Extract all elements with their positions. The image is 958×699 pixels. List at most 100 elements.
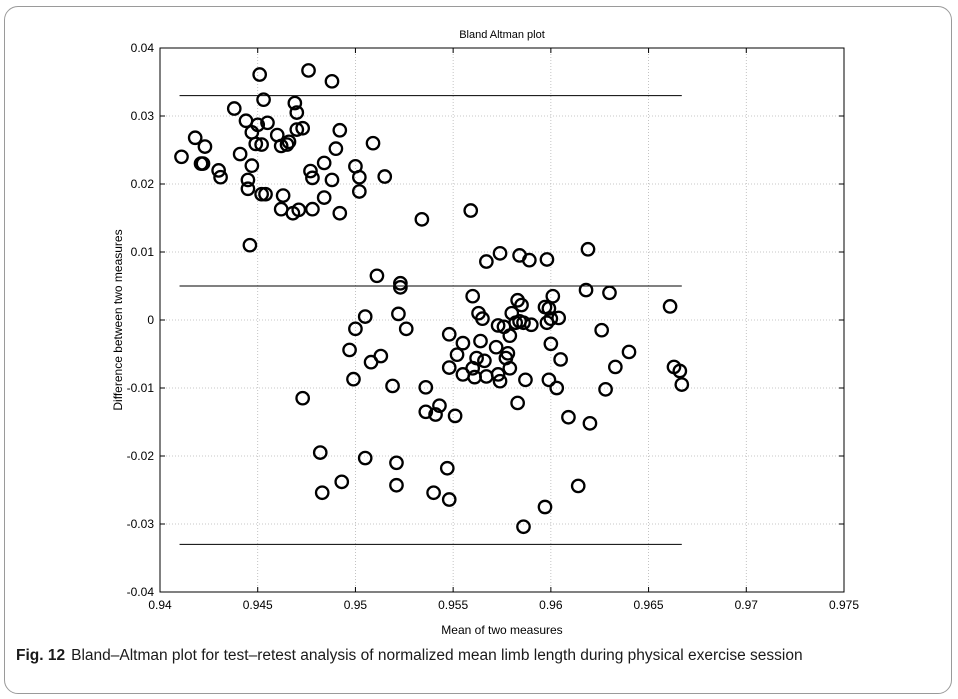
x-axis-label: Mean of two measures [441, 623, 562, 637]
data-point [441, 326, 457, 342]
data-point [465, 288, 481, 304]
figure-frame [4, 6, 952, 694]
data-point [357, 450, 373, 466]
data-point [469, 350, 484, 366]
data-point [523, 317, 539, 333]
data-point [441, 492, 457, 507]
data-point [607, 359, 623, 375]
data-point [174, 149, 189, 165]
data-point [332, 122, 348, 138]
data-point [252, 67, 268, 82]
data-point [301, 63, 316, 78]
data-point [254, 137, 269, 152]
figure-label: Fig. 12 [16, 647, 66, 664]
grid [160, 48, 844, 592]
data-point [502, 328, 518, 343]
data-point [449, 347, 465, 363]
data-point [260, 115, 275, 131]
data-point [291, 202, 307, 218]
data-point [357, 309, 373, 324]
data-point [197, 139, 213, 154]
y-axis-label: Difference between two measures [111, 229, 125, 410]
data-point [490, 367, 506, 382]
x-tick-label: 0.95 [344, 598, 368, 612]
data-point [365, 135, 381, 151]
y-tick-label: 0.01 [131, 245, 155, 259]
data-point [369, 268, 385, 284]
data-point [479, 254, 494, 269]
data-point [490, 318, 506, 333]
data-point [273, 201, 289, 217]
figure-caption: Fig. 12 Bland–Altman plot for test–retest… [16, 644, 942, 667]
y-tick-label: 0.02 [131, 177, 155, 191]
data-point [418, 379, 434, 395]
data-point [598, 382, 613, 397]
data-point [373, 348, 389, 364]
data-point [351, 169, 367, 185]
data-point [385, 378, 400, 394]
data-points [174, 63, 690, 535]
data-point [539, 252, 555, 267]
data-point [287, 95, 303, 111]
data-point [312, 445, 328, 460]
data-point [479, 369, 494, 384]
data-point [473, 333, 488, 349]
data-point [240, 181, 256, 197]
data-point [232, 146, 248, 162]
data-point [348, 321, 363, 337]
data-point [543, 336, 559, 352]
data-point [621, 344, 637, 360]
chart-title: Bland Altman plot [459, 29, 545, 41]
data-point [256, 92, 271, 108]
data-point [488, 339, 504, 355]
data-point [510, 395, 525, 411]
data-point [441, 360, 457, 375]
data-point [316, 190, 332, 205]
data-point [514, 297, 529, 313]
data-point [244, 158, 260, 173]
bland-altman-chart: Bland Altman plot 0.94 0.945 0.95 0.955 0.96… [111, 29, 860, 637]
axis-ticks: 0.94 0.945 0.95 0.955 0.96 0.965 0.97 0.975 -0.0… [127, 41, 860, 612]
data-point [295, 390, 311, 406]
data-point [328, 141, 344, 156]
data-point [273, 138, 289, 154]
data-point [377, 169, 393, 184]
data-point [226, 101, 242, 116]
y-tick-label: -0.04 [127, 585, 155, 599]
data-point [289, 122, 305, 137]
data-point [281, 134, 297, 150]
data-point [414, 212, 430, 227]
data-point [545, 288, 561, 304]
data-point [211, 163, 226, 178]
y-tick-label: 0.03 [131, 109, 155, 123]
y-tick-label: -0.02 [127, 449, 155, 463]
data-point [393, 275, 408, 291]
data-point [250, 117, 266, 133]
data-point [334, 474, 350, 490]
y-tick-label: 0 [147, 313, 154, 327]
y-tick-label: -0.01 [127, 381, 155, 395]
data-point [305, 201, 320, 217]
data-point [393, 280, 408, 295]
data-point [594, 322, 610, 338]
data-point [316, 155, 332, 171]
data-point [477, 353, 492, 369]
data-point [541, 372, 557, 388]
data-point [187, 130, 203, 146]
data-point [213, 169, 228, 185]
data-point [324, 73, 340, 89]
data-point [578, 282, 594, 298]
x-tick-label: 0.965 [634, 598, 664, 612]
data-point [295, 120, 311, 136]
data-point [426, 485, 441, 501]
x-tick-label: 0.955 [438, 598, 468, 612]
data-point [398, 321, 414, 337]
data-point [432, 398, 447, 414]
data-point [492, 246, 508, 261]
data-point [674, 377, 690, 392]
data-point [418, 404, 434, 420]
x-tick-label: 0.945 [243, 598, 273, 612]
data-point [342, 342, 357, 358]
x-tick-label: 0.96 [539, 598, 563, 612]
y-tick-label: 0.04 [131, 41, 155, 55]
